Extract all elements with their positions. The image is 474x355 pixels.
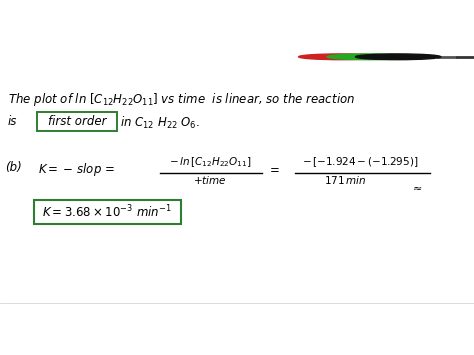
Text: first order: first order xyxy=(48,115,106,128)
Circle shape xyxy=(327,54,412,60)
Text: $K= -\,\mathit{slop}$ =: $K= -\,\mathit{slop}$ = xyxy=(38,161,115,178)
Text: $\approx$: $\approx$ xyxy=(410,183,422,193)
FancyBboxPatch shape xyxy=(37,112,117,131)
Text: $+\mathit{time}$: $+\mathit{time}$ xyxy=(193,174,227,186)
Text: in $C_{12}$ $H_{22}$ $O_6.$: in $C_{12}$ $H_{22}$ $O_6.$ xyxy=(120,115,200,131)
Circle shape xyxy=(356,54,441,60)
Text: Untitled Notebook (4)  ↓: Untitled Notebook (4) ↓ xyxy=(190,16,284,25)
Text: (b): (b) xyxy=(5,161,22,174)
Text: $-\,\mathit{ln}\,[C_{12}H_{22}O_{11}]$: $-\,\mathit{ln}\,[C_{12}H_{22}O_{11}]$ xyxy=(169,155,251,169)
Text: $K = 3.68 \times 10^{-3}\ \mathit{min}^{-1}$: $K = 3.68 \times 10^{-3}\ \mathit{min}^{… xyxy=(42,203,173,220)
Text: is: is xyxy=(8,115,18,128)
Text: =: = xyxy=(270,164,280,177)
FancyBboxPatch shape xyxy=(34,200,181,224)
Circle shape xyxy=(299,54,384,60)
Text: The plot of $\mathit{ln}$ $[C_{12}H_{22}O_{11}]$ vs time  is linear, so the reac: The plot of $\mathit{ln}$ $[C_{12}H_{22}… xyxy=(8,91,355,108)
Text: $-\,[-1.924-(-1.295)]$: $-\,[-1.924-(-1.295)]$ xyxy=(302,155,418,169)
Text: 6:38 PM  Sat 12 Jun: 6:38 PM Sat 12 Jun xyxy=(5,6,65,11)
Text: 46%: 46% xyxy=(447,6,460,11)
Text: $171\,\mathit{min}$: $171\,\mathit{min}$ xyxy=(324,174,366,186)
